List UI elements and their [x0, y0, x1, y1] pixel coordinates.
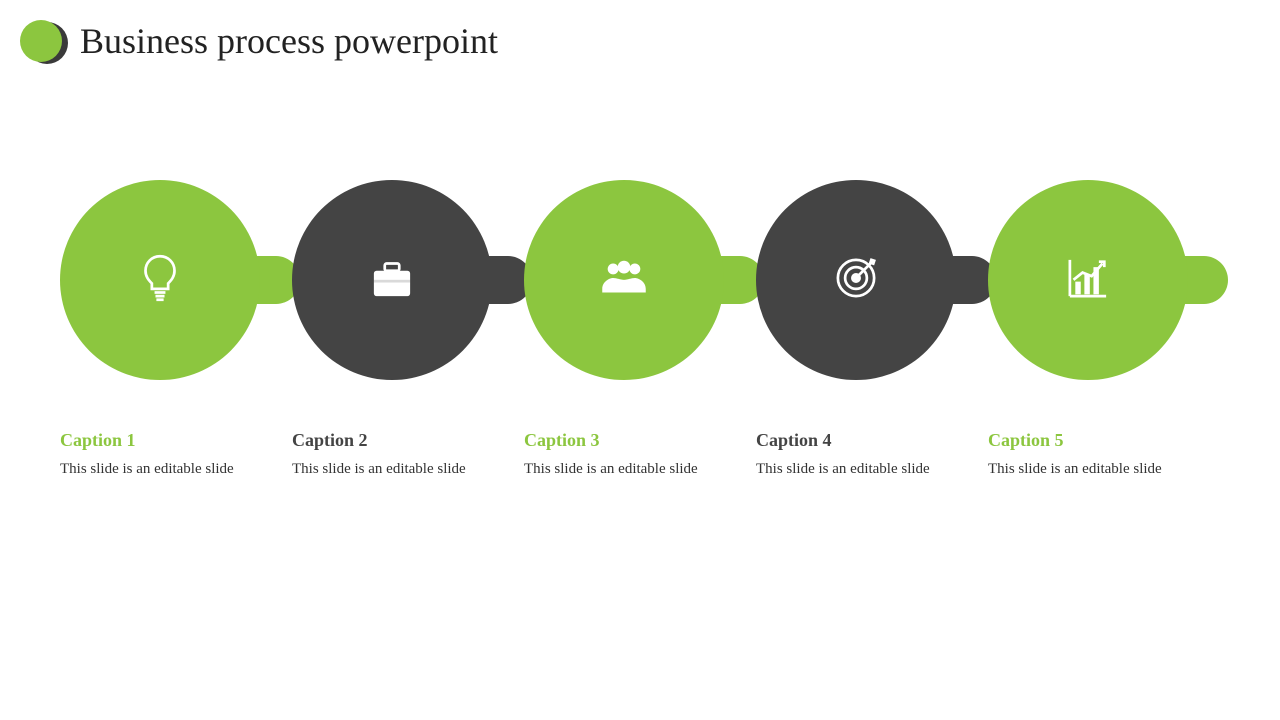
- title-bullet-icon: [20, 20, 62, 62]
- caption-block-4: Caption 4 This slide is an editable slide: [756, 430, 988, 480]
- captions-row: Caption 1 This slide is an editable slide…: [60, 430, 1220, 480]
- process-step-5: [988, 180, 1188, 380]
- caption-title: Caption 5: [988, 430, 1200, 451]
- bulb-icon: [131, 249, 189, 312]
- process-chain: [60, 180, 1220, 380]
- caption-block-3: Caption 3 This slide is an editable slide: [524, 430, 756, 480]
- caption-title: Caption 4: [756, 430, 968, 451]
- caption-title: Caption 1: [60, 430, 272, 451]
- caption-title: Caption 2: [292, 430, 504, 451]
- caption-desc: This slide is an editable slide: [292, 459, 504, 480]
- caption-title: Caption 3: [524, 430, 736, 451]
- slide-title: Business process powerpoint: [80, 20, 498, 62]
- caption-desc: This slide is an editable slide: [988, 459, 1200, 480]
- caption-desc: This slide is an editable slide: [524, 459, 736, 480]
- caption-block-5: Caption 5 This slide is an editable slide: [988, 430, 1220, 480]
- briefcase-icon: [363, 249, 421, 312]
- process-step-3: [524, 180, 724, 380]
- process-step-4: [756, 180, 956, 380]
- process-step-2: [292, 180, 492, 380]
- target-icon: [827, 249, 885, 312]
- title-row: Business process powerpoint: [20, 20, 498, 62]
- caption-block-2: Caption 2 This slide is an editable slide: [292, 430, 524, 480]
- chart-icon: [1059, 249, 1117, 312]
- caption-desc: This slide is an editable slide: [60, 459, 272, 480]
- people-icon: [595, 249, 653, 312]
- caption-desc: This slide is an editable slide: [756, 459, 968, 480]
- caption-block-1: Caption 1 This slide is an editable slide: [60, 430, 292, 480]
- process-step-1: [60, 180, 260, 380]
